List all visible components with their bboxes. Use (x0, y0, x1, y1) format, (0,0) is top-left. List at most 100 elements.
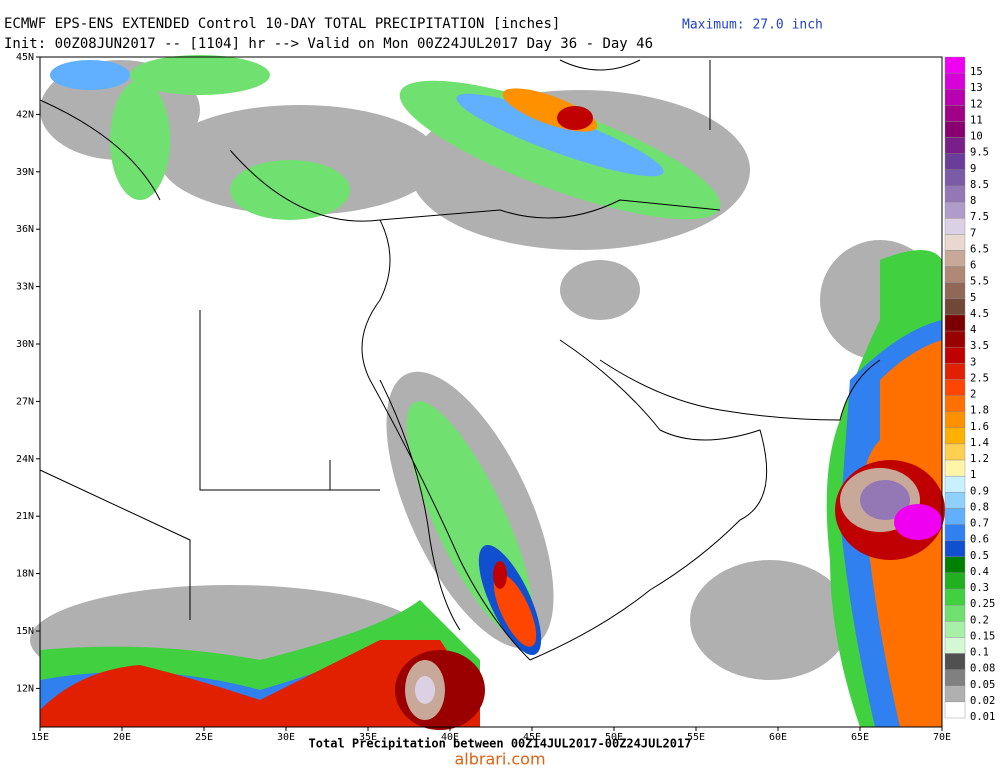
colorbar-swatch (944, 395, 966, 412)
colorbar-swatch (944, 540, 966, 557)
colorbar-label: 7.5 (970, 211, 989, 223)
colorbar-swatch (944, 669, 966, 686)
colorbar-label: 9.5 (970, 147, 989, 159)
colorbar-label: 0.8 (970, 501, 989, 513)
caption: Total Precipitation between 00Z14JUL2017… (309, 737, 692, 751)
colorbar-label: 1.8 (970, 405, 989, 417)
lat-label: 27N (16, 396, 34, 407)
lon-label: 25E (195, 732, 213, 743)
lat-label: 33N (16, 282, 34, 293)
lat-label: 15N (16, 626, 34, 637)
colorbar-swatch (944, 621, 966, 638)
lat-label: 21N (16, 511, 34, 522)
colorbar-swatch (944, 637, 966, 654)
lat-label: 30N (16, 339, 34, 350)
colorbar-label: 1 (970, 469, 976, 481)
colorbar-label: 0.5 (970, 550, 989, 562)
lon-label: 30E (277, 732, 295, 743)
colorbar-label: 8.5 (970, 179, 989, 191)
colorbar-label: 0.2 (970, 614, 989, 626)
colorbar-label: 0.1 (970, 647, 989, 659)
colorbar-label: 0.6 (970, 534, 989, 546)
colorbar-swatch (944, 266, 966, 283)
colorbar-label: 6.5 (970, 243, 989, 255)
colorbar-swatch (944, 153, 966, 171)
colorbar-label: 0.3 (970, 582, 989, 594)
colorbar-label: 7 (970, 227, 976, 239)
colorbar-swatch (944, 105, 966, 122)
colorbar-label: 11 (970, 114, 983, 126)
colorbar-swatch (944, 459, 966, 477)
lon-label: 55E (687, 732, 705, 743)
lon-label: 45E (523, 732, 541, 743)
colorbar-swatch (944, 137, 966, 154)
colorbar-swatch (944, 443, 966, 461)
watermark: albrari.com (454, 750, 545, 768)
colorbar-swatch (944, 524, 966, 541)
colorbar-swatch (944, 169, 966, 187)
colorbar-label: 13 (970, 82, 983, 94)
colorbar-label: 3 (970, 356, 976, 368)
colorbar-label: 1.4 (970, 437, 989, 449)
colorbar-swatch (944, 89, 966, 106)
lon-label: 20E (113, 732, 131, 743)
colorbar-swatch (944, 314, 966, 332)
colorbar-swatch (944, 282, 966, 300)
lat-label: 12N (16, 683, 34, 694)
colorbar-swatch (944, 685, 966, 703)
colorbar-swatch (944, 411, 966, 429)
lat-label: 18N (16, 569, 34, 580)
lat-axis: 45N 42N 39N 36N 33N 30N 27N 24N 21N 18N 15N 12N (16, 52, 40, 694)
lon-label: 70E (933, 732, 951, 743)
colorbar-label: 0.15 (970, 630, 995, 642)
colorbar-swatch (944, 508, 966, 525)
colorbar-swatch (944, 330, 966, 348)
colorbar-label: 4.5 (970, 308, 989, 320)
init-line: Init: 00Z08JUN2017 -- [1104] hr --> Vali… (4, 36, 653, 52)
colorbar-swatch (944, 379, 966, 396)
colorbar-swatch (944, 56, 966, 74)
lon-label: 35E (359, 732, 377, 743)
colorbar-swatch (944, 201, 966, 219)
colorbar-label: 9 (970, 163, 976, 175)
colorbar-label: 0.7 (970, 518, 989, 530)
colorbar-label: 3.5 (970, 340, 989, 352)
colorbar-swatch (944, 653, 966, 670)
colorbar-label: 0.02 (970, 695, 995, 707)
lon-label: 50E (605, 732, 623, 743)
colorbar-swatch (944, 185, 966, 203)
colorbar-swatch (944, 427, 966, 445)
colorbar-label: 0.01 (970, 711, 995, 723)
colorbar-label: 1.6 (970, 421, 989, 433)
colorbar-label: 0.9 (970, 485, 989, 497)
colorbar-label: 0.08 (970, 663, 995, 675)
lon-axis: 15E 20E 25E 30E 35E 40E 45E 50E 55E 60E 65E 70E (31, 727, 951, 743)
colorbar-swatch (944, 346, 966, 364)
colorbar-swatch (944, 604, 966, 622)
colorbar-swatch (944, 363, 966, 380)
colorbar-swatch (944, 572, 966, 590)
lat-label: 24N (16, 454, 34, 465)
colorbar-label: 4 (970, 324, 976, 336)
colorbar-label: 10 (970, 131, 983, 143)
lat-label: 42N (16, 109, 34, 120)
colorbar-swatch (944, 250, 966, 267)
colorbar-swatch (944, 72, 966, 90)
colorbar-swatch (944, 234, 966, 251)
colorbar-label: 5.5 (970, 276, 989, 288)
lon-label: 60E (769, 732, 787, 743)
colorbar-label: 15 (970, 66, 983, 78)
colorbar-label: 0.05 (970, 679, 995, 691)
colorbar-swatch (944, 475, 966, 493)
map-frame (39, 56, 943, 728)
colorbar-swatch (944, 298, 966, 316)
colorbar-swatch (944, 218, 966, 235)
precipitation-field (30, 55, 945, 730)
colorbar-swatch (944, 492, 966, 509)
colorbar-label: 5 (970, 292, 976, 304)
lat-label: 45N (16, 52, 34, 63)
colorbar-label: 6 (970, 260, 976, 272)
colorbar-swatch (944, 701, 966, 719)
colorbar-label: 8 (970, 195, 976, 207)
